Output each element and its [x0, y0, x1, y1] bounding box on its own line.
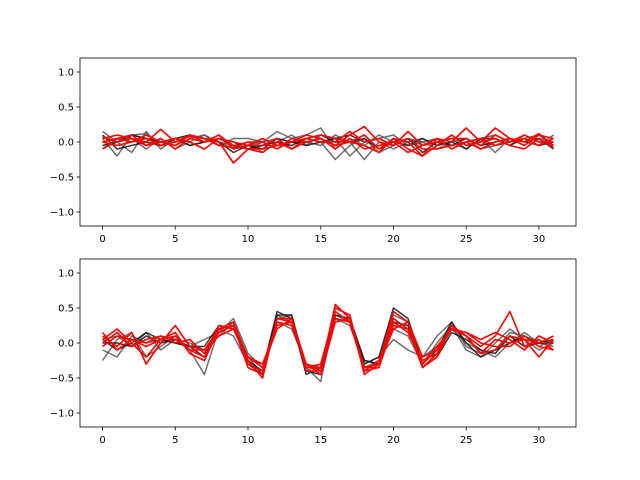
series-line-9	[102, 303, 554, 372]
x-tick-label: 20	[387, 234, 400, 245]
x-tick-label: 25	[460, 234, 473, 245]
series-line-8	[102, 317, 554, 376]
x-tick-label: 30	[533, 234, 546, 245]
y-tick-label: 0.5	[58, 304, 74, 315]
x-tick-label: 0	[99, 234, 105, 245]
y-tick-label: 0.0	[58, 138, 74, 149]
bottom-subplot: 0 5 10 15 20 25 30 −1.0 −0.5 0.0 0.5 1.0	[50, 258, 577, 446]
y-tick-label: 0.5	[58, 103, 74, 114]
x-tick-label: 5	[172, 234, 178, 245]
x-tick-label: 15	[314, 234, 327, 245]
x-tick-label: 0	[99, 435, 105, 446]
x-tick-label: 25	[460, 435, 473, 446]
x-tick-label: 10	[242, 435, 255, 446]
x-tick-label: 15	[314, 435, 327, 446]
y-tick-label: 1.0	[58, 68, 74, 79]
x-tick-label: 10	[242, 234, 255, 245]
y-tick-label: 0.0	[58, 339, 74, 350]
y-tick-label: −1.0	[50, 208, 74, 219]
x-tick-label: 20	[387, 435, 400, 446]
y-tick-label: −0.5	[50, 374, 74, 385]
series-line-7	[101, 310, 554, 369]
y-tick-label: −1.0	[50, 409, 74, 420]
series-line-8	[102, 130, 554, 150]
x-tick-label: 5	[172, 435, 178, 446]
y-tick-label: 1.0	[58, 269, 74, 280]
y-tick-label: −0.5	[50, 173, 74, 184]
x-tick-label: 30	[533, 435, 546, 446]
series-line-10	[102, 134, 554, 157]
top-subplot: 0 5 10 15 20 25 30 −1.0 −0.5 0.0 0.5 1.0	[50, 57, 577, 245]
